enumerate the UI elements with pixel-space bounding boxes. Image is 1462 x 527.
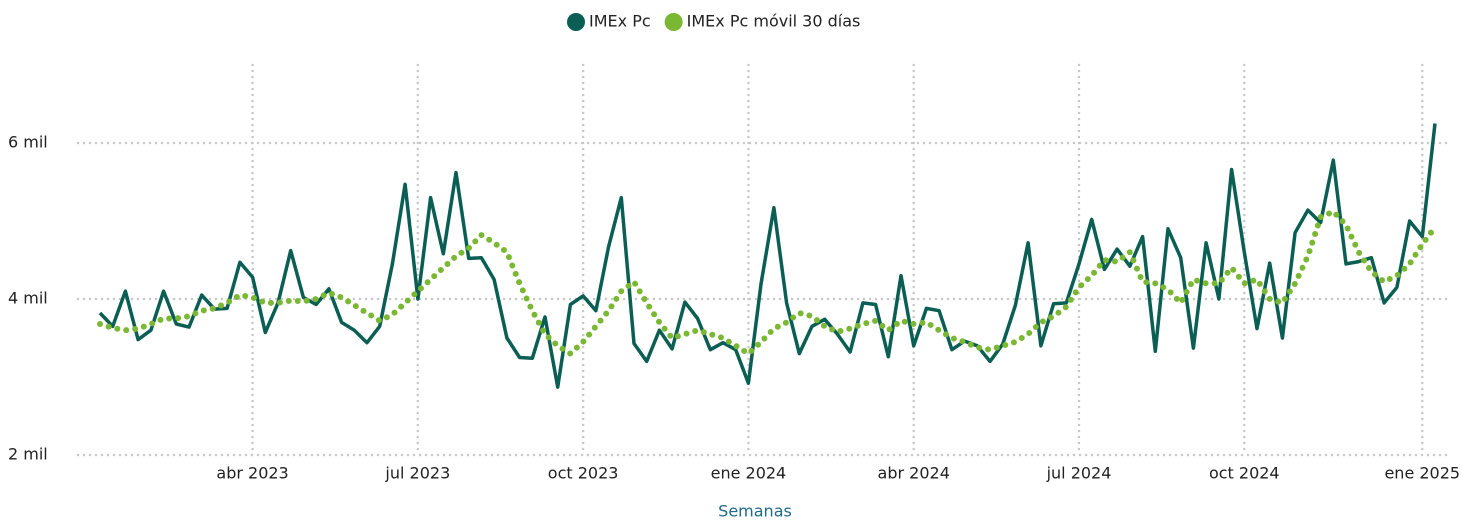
x-tick-label: oct 2023: [548, 464, 619, 483]
x-tick-label: jul 2023: [384, 464, 450, 483]
legend-marker: [664, 13, 683, 31]
x-tick-label: abr 2024: [878, 464, 950, 483]
line-series: [98, 123, 1437, 389]
x-tick-label: ene 2025: [1384, 464, 1460, 483]
y-tick-label: 6 mil: [8, 133, 48, 152]
legend-label: IMEx Pc: [589, 12, 651, 31]
legend-label: IMEx Pc móvil 30 días: [687, 12, 861, 31]
x-tick-label: oct 2024: [1209, 464, 1280, 483]
x-axis-title: Semanas: [718, 502, 792, 521]
y-tick-label: 4 mil: [8, 289, 48, 308]
legend-marker: [567, 13, 585, 31]
x-tick-label: ene 2024: [711, 464, 787, 483]
line-series: [97, 208, 1438, 357]
x-tick-label: abr 2023: [216, 464, 288, 483]
y-tick-label: 2 mil: [8, 445, 48, 464]
x-tick-label: jul 2024: [1046, 464, 1112, 483]
